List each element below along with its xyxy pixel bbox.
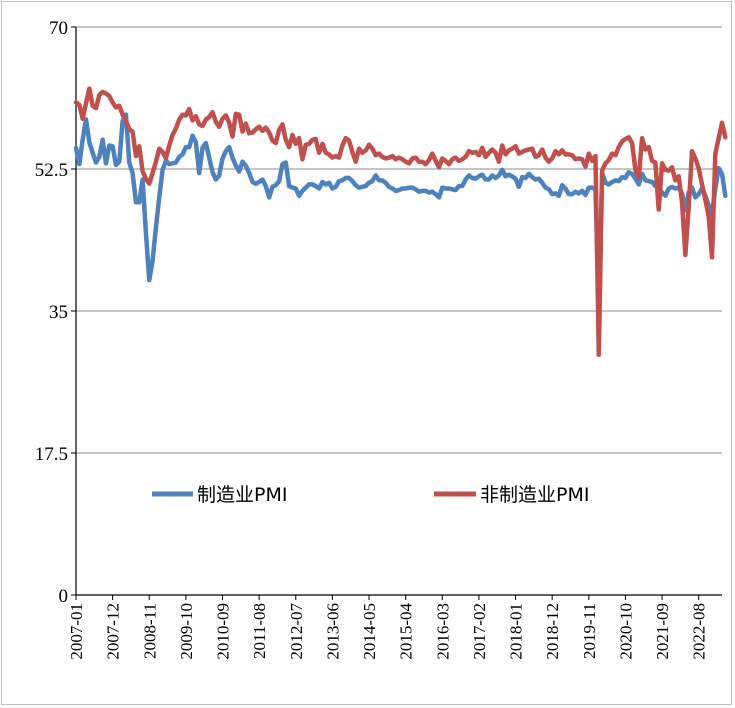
x-tick-label: 2007-01 (67, 603, 86, 660)
axes (71, 26, 722, 600)
x-tick-label: 2018-12 (543, 603, 562, 660)
x-tick-label: 2016-03 (433, 603, 452, 660)
x-tick-label: 2011-08 (250, 603, 269, 659)
x-tick-labels: 2007-01 2007-12 2008-11 2009-10 2010-09 2011-… (67, 603, 709, 660)
x-tick-label: 2010-09 (214, 603, 233, 660)
legend: 制造业PMI 非制造业PMI (152, 484, 589, 506)
y-tick-label: 70 (49, 18, 68, 39)
series-line-manufacturing (73, 112, 728, 308)
x-tick-label: 2008-11 (140, 603, 159, 659)
x-tick-label: 2015-04 (397, 603, 416, 660)
x-tick-label: 2009-10 (177, 603, 196, 660)
x-tick-label: 2019-11 (580, 603, 599, 659)
x-tick-label: 2014-05 (360, 603, 379, 660)
y-tick-label: 52.5 (35, 160, 68, 181)
x-tick-label: 2013-06 (323, 603, 342, 660)
legend-label-manufacturing: 制造业PMI (197, 484, 287, 506)
y-tick-label: 17.5 (35, 444, 68, 465)
x-tick-label: 2022-08 (690, 603, 709, 660)
series-lines (73, 86, 728, 358)
x-tick-label: 2007-12 (104, 603, 123, 660)
y-tick-label: 35 (49, 302, 68, 323)
x-tick-label: 2018-01 (507, 603, 526, 660)
gridlines (76, 26, 722, 454)
y-tick-labels: 0 17.5 35 52.5 70 (35, 18, 68, 607)
x-tick-label: 2012-07 (287, 603, 306, 660)
x-tick-label: 2021-09 (653, 603, 672, 660)
x-tick-label: 2020-10 (616, 603, 635, 660)
x-tick-label: 2017-02 (470, 603, 489, 660)
y-tick-label: 0 (59, 586, 69, 607)
series-line-non-manufacturing (73, 86, 728, 358)
legend-label-non-manufacturing: 非制造业PMI (480, 484, 589, 506)
